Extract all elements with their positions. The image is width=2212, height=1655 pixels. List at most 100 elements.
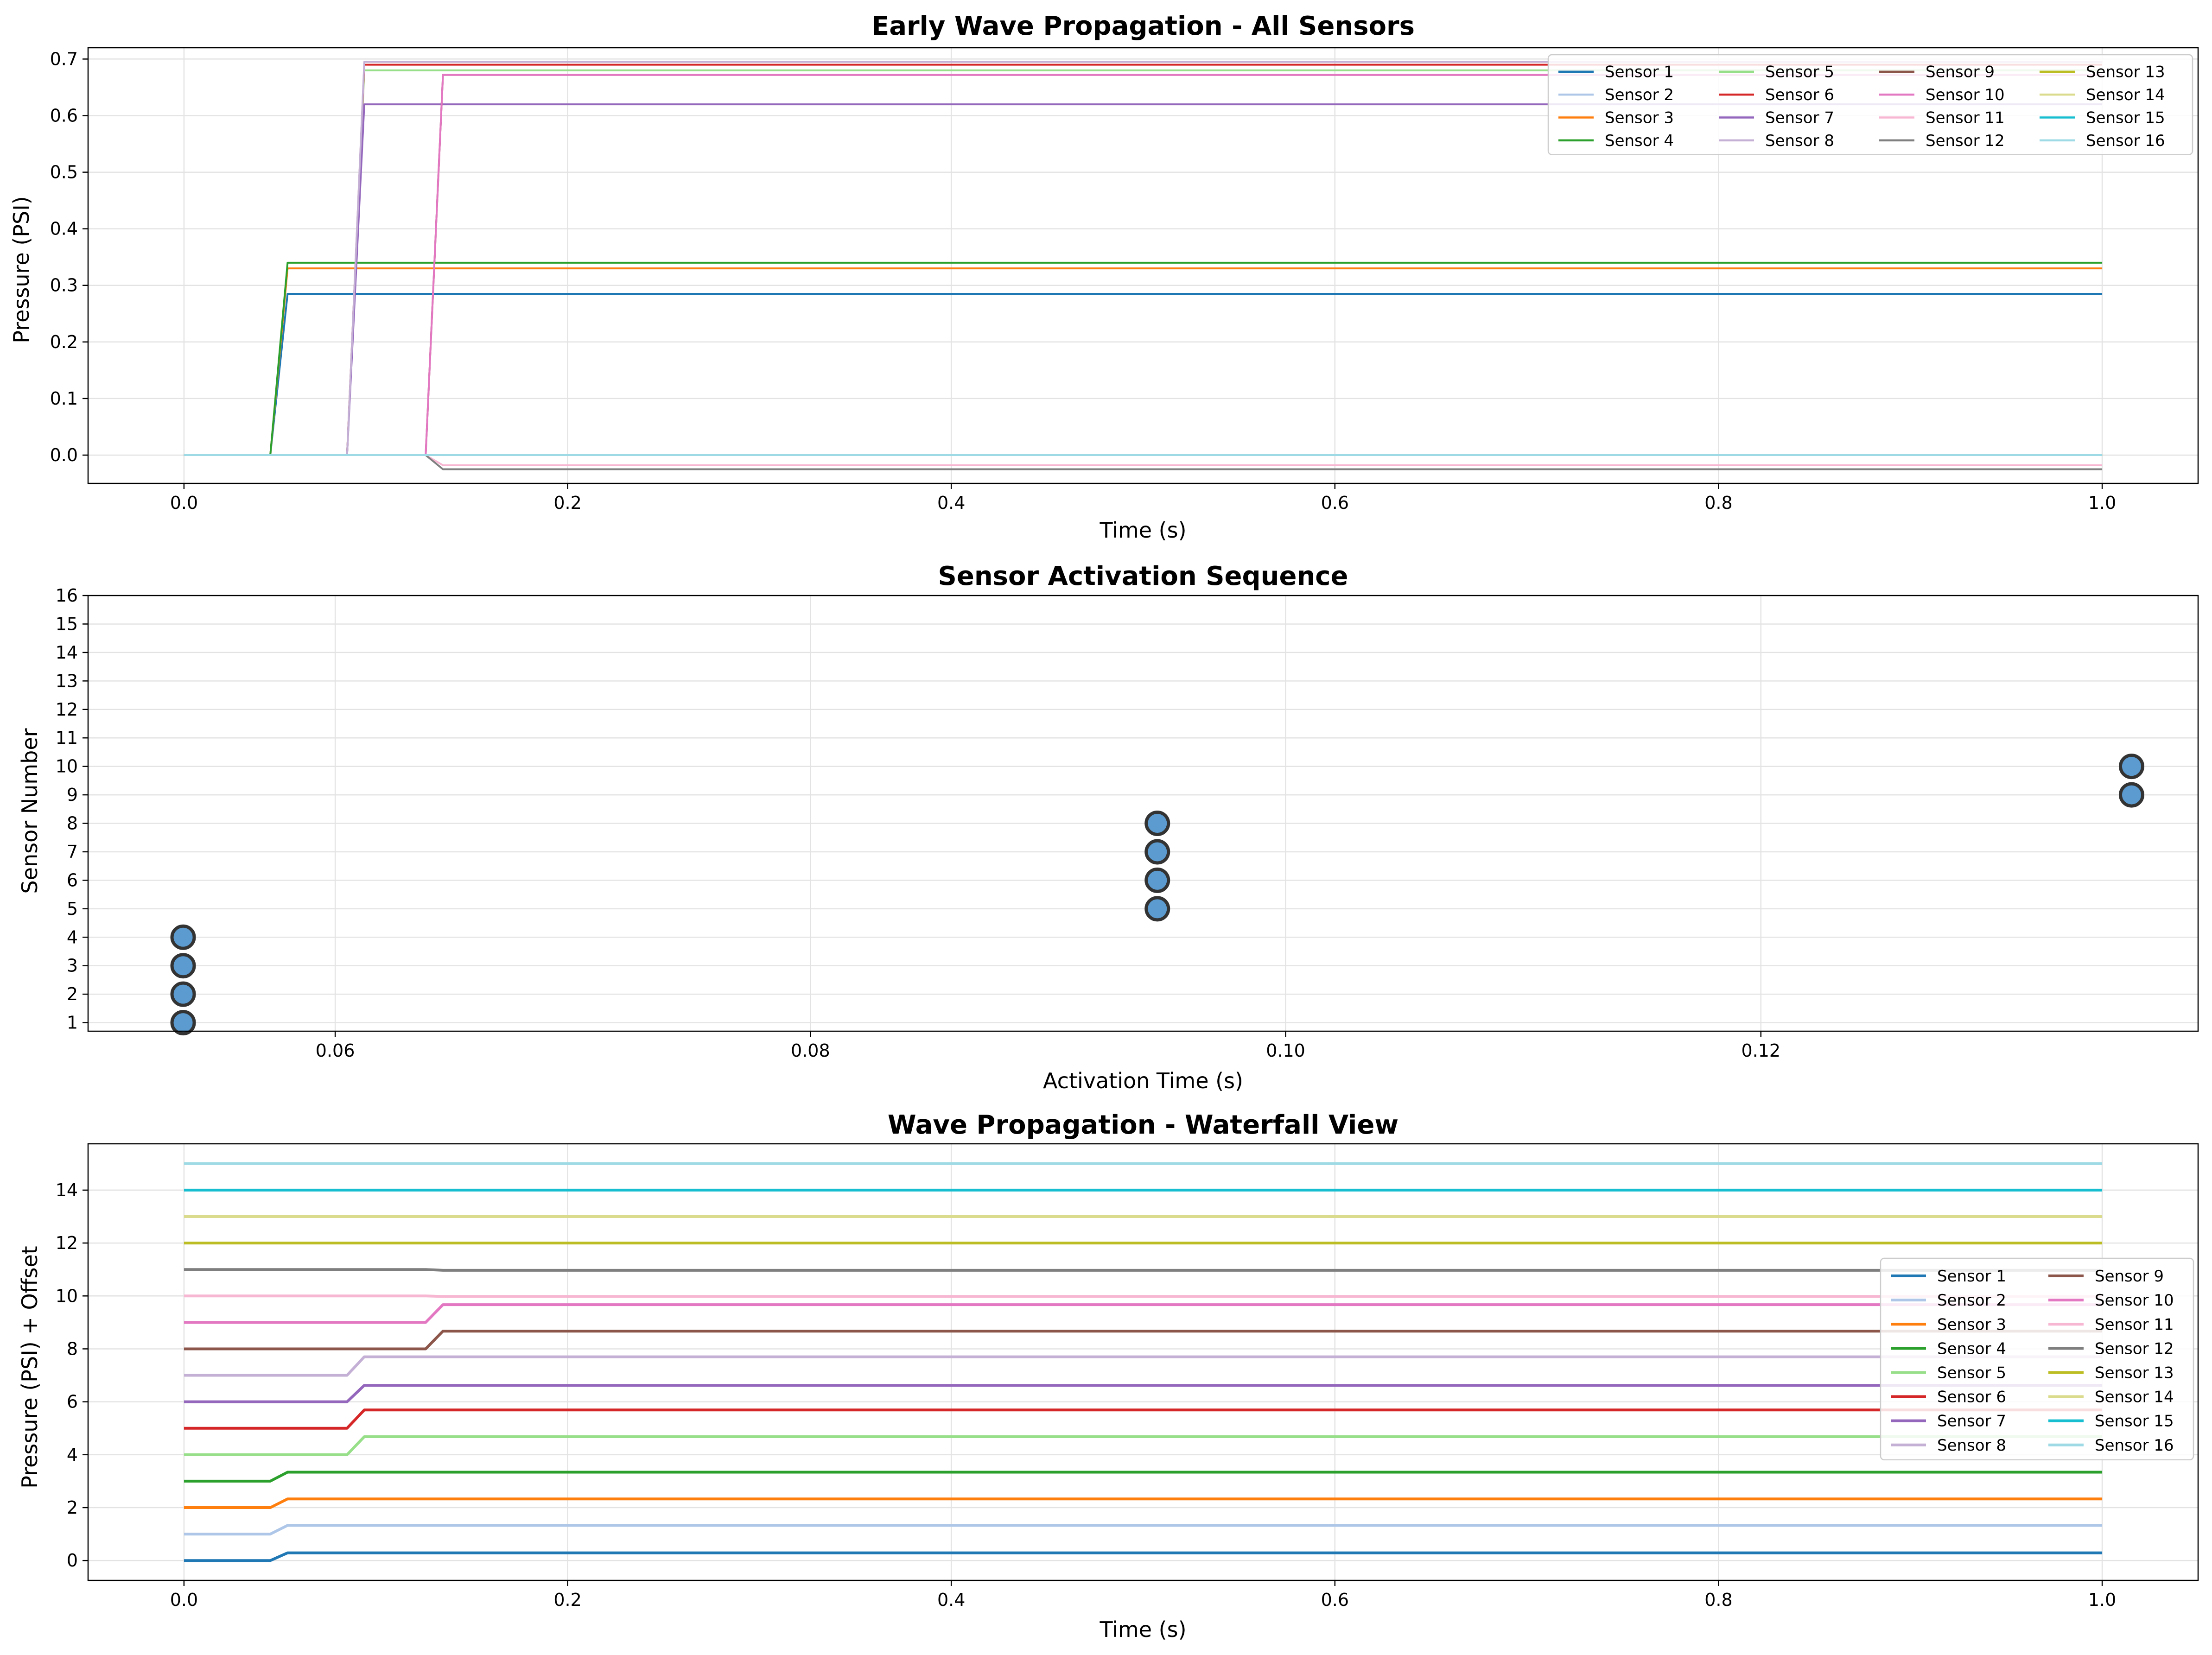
y-tick-label: 6 — [67, 870, 78, 890]
plot-data — [184, 1162, 2103, 1562]
legend-label: Sensor 6 — [1765, 86, 1834, 104]
legend-item-sensor-4: Sensor 4 — [1558, 132, 1674, 150]
y-tick-label: 2 — [67, 984, 78, 1004]
panel-waterfall: Wave Propagation - Waterfall View Time (… — [17, 1110, 2199, 1642]
scatter-point — [2118, 754, 2144, 780]
legend-label: Sensor 16 — [2095, 1436, 2174, 1455]
legend-item-sensor-5: Sensor 5 — [1719, 63, 1834, 82]
y-tick-label: 7 — [67, 842, 78, 862]
legend-label: Sensor 8 — [1937, 1436, 2006, 1455]
legend-label: Sensor 10 — [1926, 86, 2005, 104]
x-tick-label: 0.2 — [553, 493, 581, 513]
y-tick-label: 0.4 — [50, 219, 78, 239]
legend-item-sensor-12: Sensor 12 — [2048, 1339, 2174, 1358]
x-tick-label: 0.08 — [791, 1040, 830, 1061]
legend-item-sensor-14: Sensor 14 — [2040, 86, 2165, 104]
y-tick-label: 13 — [56, 671, 78, 691]
series-line-sensor-8 — [184, 1355, 2103, 1377]
y-tick-label: 0.1 — [50, 388, 78, 409]
y-tick-label: 4 — [67, 927, 78, 947]
legend-label: Sensor 13 — [2086, 63, 2165, 82]
legend-label: Sensor 10 — [2095, 1291, 2174, 1310]
scatter-point — [1144, 867, 1170, 893]
panel-activation-sequence: Sensor Activation Sequence Activation Ti… — [17, 561, 2199, 1093]
chart-title: Early Wave Propagation - All Sensors — [871, 11, 1415, 41]
axes-frame — [87, 595, 2199, 1032]
x-tick-label: 0.0 — [170, 1590, 198, 1610]
y-tick-label: 0.0 — [50, 445, 78, 465]
legend-label: Sensor 13 — [2095, 1363, 2174, 1382]
legend-label: Sensor 11 — [1926, 109, 2005, 127]
legend-item-sensor-10: Sensor 10 — [2048, 1291, 2174, 1310]
y-tick-label: 14 — [56, 1180, 78, 1200]
legend-item-sensor-14: Sensor 14 — [2048, 1388, 2174, 1407]
y-tick-label: 4 — [67, 1445, 78, 1465]
legend-label: Sensor 6 — [1937, 1388, 2006, 1407]
y-tick-label: 8 — [67, 1338, 78, 1359]
legend-item-sensor-16: Sensor 16 — [2048, 1436, 2174, 1455]
y-tick-label: 12 — [56, 699, 78, 720]
x-tick-label: 0.0 — [170, 493, 198, 513]
legend-label: Sensor 15 — [2095, 1412, 2174, 1431]
panel-early-wave: Early Wave Propagation - All Sensors Tim… — [9, 11, 2199, 543]
y-tick-label: 8 — [67, 813, 78, 834]
legend: Sensor 1 Sensor 2 Sensor 3 Sensor 4 Sensor 5… — [1547, 54, 2193, 155]
plot-data — [170, 754, 2144, 1036]
x-tick-label: 0.4 — [937, 493, 965, 513]
series-line-sensor-2 — [184, 1524, 2103, 1536]
legend-label: Sensor 1 — [1605, 63, 1674, 82]
scatter-point — [170, 1010, 196, 1036]
x-tick-label: 0.12 — [1741, 1040, 1780, 1061]
legend-label: Sensor 14 — [2095, 1388, 2174, 1407]
legend-item-sensor-9: Sensor 9 — [2048, 1267, 2164, 1286]
legend-label: Sensor 7 — [1765, 109, 1834, 127]
legend-item-sensor-9: Sensor 9 — [1879, 63, 1995, 82]
legend-label: Sensor 11 — [2095, 1315, 2174, 1334]
x-tick-label: 1.0 — [2088, 493, 2116, 513]
scatter-point — [170, 953, 196, 979]
legend-label: Sensor 7 — [1937, 1412, 2006, 1431]
axes-frame — [87, 1143, 2199, 1581]
plot-data — [184, 61, 2103, 470]
chart-title: Wave Propagation - Waterfall View — [888, 1110, 1398, 1140]
x-tick-label: 0.6 — [1321, 1590, 1349, 1610]
x-axis-label: Time (s) — [1099, 1617, 1186, 1642]
x-axis-label: Activation Time (s) — [1043, 1068, 1243, 1093]
y-axis-label: Pressure (PSI) — [9, 196, 34, 343]
y-tick-label: 5 — [67, 899, 78, 919]
grid — [88, 595, 2198, 1031]
legend-label: Sensor 4 — [1605, 132, 1674, 150]
legend-item-sensor-5: Sensor 5 — [1891, 1363, 2006, 1382]
ticks: 0.0 0.2 0.4 0.6 0.8 1.0 0 2 4 6 8 10 12 14 — [56, 1180, 2117, 1610]
y-axis-label: Pressure (PSI) + Offset — [17, 1246, 42, 1488]
legend-label: Sensor 1 — [1937, 1267, 2006, 1286]
scatter-point — [1144, 811, 1170, 837]
legend-item-sensor-10: Sensor 10 — [1879, 86, 2005, 104]
legend-box — [1880, 1257, 2194, 1461]
legend-item-sensor-15: Sensor 15 — [2040, 109, 2165, 127]
x-tick-label: 0.8 — [1704, 493, 1732, 513]
legend-label: Sensor 9 — [1926, 63, 1995, 82]
y-tick-label: 9 — [67, 785, 78, 805]
scatter-point — [2118, 782, 2144, 808]
scatter-point — [170, 981, 196, 1007]
x-tick-label: 0.6 — [1321, 493, 1349, 513]
legend-item-sensor-1: Sensor 1 — [1558, 63, 1674, 82]
legend-label: Sensor 12 — [1926, 132, 2005, 150]
legend-item-sensor-3: Sensor 3 — [1891, 1315, 2006, 1334]
y-tick-label: 2 — [67, 1497, 78, 1518]
legend-label: Sensor 9 — [2095, 1267, 2164, 1286]
y-tick-label: 10 — [56, 756, 78, 777]
series-line-sensor-6 — [184, 1408, 2103, 1430]
x-tick-label: 0.06 — [316, 1040, 355, 1061]
x-tick-label: 0.10 — [1266, 1040, 1305, 1061]
legend-item-sensor-2: Sensor 2 — [1558, 86, 1674, 104]
legend-label: Sensor 4 — [1937, 1339, 2006, 1358]
scatter-point — [1144, 839, 1170, 865]
legend-item-sensor-4: Sensor 4 — [1891, 1339, 2006, 1358]
y-tick-label: 0 — [67, 1550, 78, 1571]
chart-title: Sensor Activation Sequence — [938, 561, 1348, 591]
legend-label: Sensor 8 — [1765, 132, 1834, 150]
